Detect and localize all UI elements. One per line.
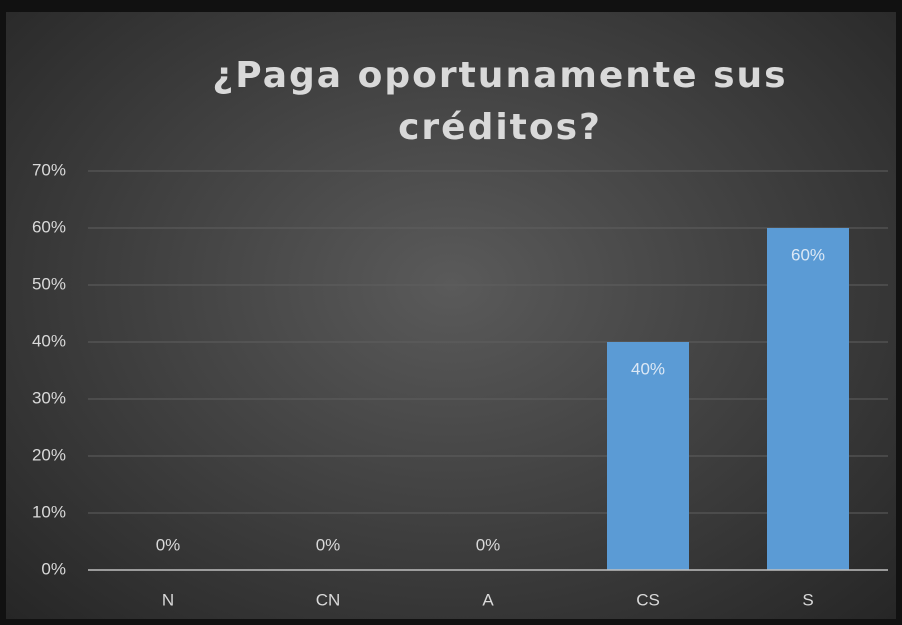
y-tick-label: 70% xyxy=(32,160,66,179)
y-tick-label: 30% xyxy=(32,388,66,407)
x-tick-label: S xyxy=(802,590,813,609)
bar xyxy=(767,228,849,570)
x-tick-label: CN xyxy=(316,590,341,609)
data-label: 0% xyxy=(476,535,501,554)
chart-background xyxy=(6,12,896,619)
x-tick-label: N xyxy=(162,590,174,609)
y-tick-label: 40% xyxy=(32,331,66,350)
chart-title: ¿Paga oportunamente sus créditos? xyxy=(212,55,788,148)
data-label: 40% xyxy=(631,359,665,378)
y-tick-label: 50% xyxy=(32,274,66,293)
y-tick-label: 20% xyxy=(32,445,66,464)
data-label: 0% xyxy=(316,535,341,554)
y-tick-label: 60% xyxy=(32,217,66,236)
x-tick-label: CS xyxy=(636,590,660,609)
y-tick-label: 10% xyxy=(32,502,66,521)
data-label: 0% xyxy=(156,535,181,554)
data-label: 60% xyxy=(791,245,825,264)
x-tick-label: A xyxy=(482,590,494,609)
y-tick-label: 0% xyxy=(41,559,66,578)
bar xyxy=(607,342,689,570)
